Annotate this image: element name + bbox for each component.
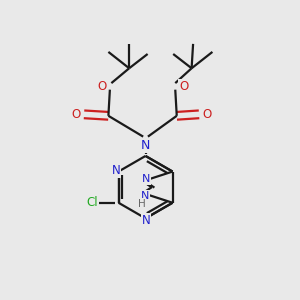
Text: N: N [112, 164, 121, 177]
Text: Cl: Cl [86, 196, 98, 209]
Text: N: N [141, 191, 149, 201]
Text: O: O [203, 108, 212, 121]
Text: O: O [71, 108, 80, 121]
Text: O: O [97, 80, 106, 93]
Text: H: H [137, 199, 145, 208]
Text: N: N [142, 174, 150, 184]
Text: O: O [179, 80, 188, 93]
Text: N: N [142, 214, 151, 227]
Text: N: N [141, 139, 150, 152]
